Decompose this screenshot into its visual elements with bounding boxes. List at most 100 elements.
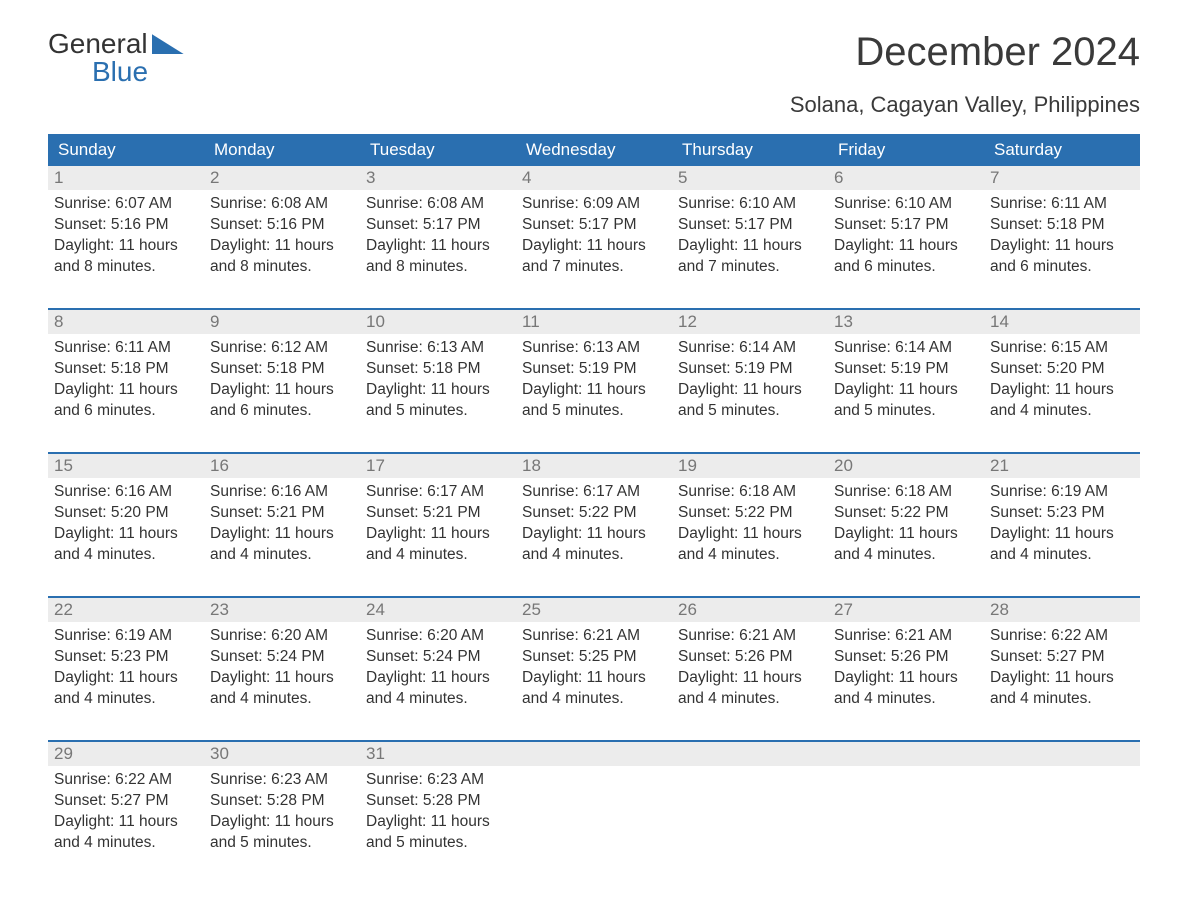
sunrise-text: Sunrise: 6:15 AM (990, 338, 1130, 359)
sunset-text: Sunset: 5:28 PM (210, 791, 350, 812)
daylight-text-1: Daylight: 11 hours (678, 668, 818, 689)
daylight-text-1: Daylight: 11 hours (54, 236, 194, 257)
sunset-text: Sunset: 5:26 PM (834, 647, 974, 668)
day-cell: Sunrise: 6:08 AMSunset: 5:16 PMDaylight:… (204, 190, 360, 290)
logo-text-blue: Blue (48, 58, 184, 86)
sunrise-text: Sunrise: 6:12 AM (210, 338, 350, 359)
day-cell: Sunrise: 6:14 AMSunset: 5:19 PMDaylight:… (828, 334, 984, 434)
day-number: 23 (204, 598, 360, 622)
sunrise-text: Sunrise: 6:08 AM (366, 194, 506, 215)
sunset-text: Sunset: 5:17 PM (678, 215, 818, 236)
week-row: 15161718192021Sunrise: 6:16 AMSunset: 5:… (48, 452, 1140, 578)
daylight-text-2: and 5 minutes. (834, 401, 974, 422)
daylight-text-2: and 4 minutes. (54, 545, 194, 566)
day-number: 14 (984, 310, 1140, 334)
sunset-text: Sunset: 5:23 PM (54, 647, 194, 668)
daylight-text-2: and 8 minutes. (54, 257, 194, 278)
sunset-text: Sunset: 5:16 PM (54, 215, 194, 236)
daylight-text-1: Daylight: 11 hours (522, 668, 662, 689)
weeks-container: 1234567Sunrise: 6:07 AMSunset: 5:16 PMDa… (48, 166, 1140, 866)
daylight-text-1: Daylight: 11 hours (54, 668, 194, 689)
daylight-text-1: Daylight: 11 hours (834, 524, 974, 545)
daylight-text-1: Daylight: 11 hours (834, 236, 974, 257)
day-header: Tuesday (360, 134, 516, 166)
day-cell: Sunrise: 6:12 AMSunset: 5:18 PMDaylight:… (204, 334, 360, 434)
daylight-text-1: Daylight: 11 hours (54, 524, 194, 545)
day-cell: Sunrise: 6:13 AMSunset: 5:19 PMDaylight:… (516, 334, 672, 434)
sunrise-text: Sunrise: 6:23 AM (366, 770, 506, 791)
daylight-text-1: Daylight: 11 hours (210, 812, 350, 833)
sunrise-text: Sunrise: 6:19 AM (54, 626, 194, 647)
daylight-text-1: Daylight: 11 hours (990, 380, 1130, 401)
day-cell: Sunrise: 6:09 AMSunset: 5:17 PMDaylight:… (516, 190, 672, 290)
sunrise-text: Sunrise: 6:11 AM (990, 194, 1130, 215)
calendar: SundayMondayTuesdayWednesdayThursdayFrid… (48, 134, 1140, 866)
sunrise-text: Sunrise: 6:14 AM (834, 338, 974, 359)
sunrise-text: Sunrise: 6:20 AM (366, 626, 506, 647)
sunset-text: Sunset: 5:17 PM (366, 215, 506, 236)
daylight-text-1: Daylight: 11 hours (678, 380, 818, 401)
day-cell: Sunrise: 6:08 AMSunset: 5:17 PMDaylight:… (360, 190, 516, 290)
sunset-text: Sunset: 5:19 PM (834, 359, 974, 380)
daylight-text-2: and 5 minutes. (522, 401, 662, 422)
sunset-text: Sunset: 5:22 PM (522, 503, 662, 524)
day-cell: Sunrise: 6:23 AMSunset: 5:28 PMDaylight:… (360, 766, 516, 866)
day-number: 15 (48, 454, 204, 478)
day-header-row: SundayMondayTuesdayWednesdayThursdayFrid… (48, 134, 1140, 166)
sunset-text: Sunset: 5:18 PM (366, 359, 506, 380)
daylight-text-2: and 4 minutes. (54, 689, 194, 710)
daylight-text-1: Daylight: 11 hours (210, 524, 350, 545)
day-cell: Sunrise: 6:13 AMSunset: 5:18 PMDaylight:… (360, 334, 516, 434)
day-number: 29 (48, 742, 204, 766)
week-row: 891011121314Sunrise: 6:11 AMSunset: 5:18… (48, 308, 1140, 434)
daylight-text-1: Daylight: 11 hours (210, 668, 350, 689)
daylight-text-2: and 5 minutes. (678, 401, 818, 422)
daylight-text-1: Daylight: 11 hours (366, 524, 506, 545)
daylight-text-1: Daylight: 11 hours (210, 236, 350, 257)
sunrise-text: Sunrise: 6:16 AM (54, 482, 194, 503)
day-number: 1 (48, 166, 204, 190)
sunset-text: Sunset: 5:24 PM (366, 647, 506, 668)
daylight-text-2: and 4 minutes. (210, 545, 350, 566)
daylight-text-1: Daylight: 11 hours (678, 236, 818, 257)
day-cell: Sunrise: 6:19 AMSunset: 5:23 PMDaylight:… (984, 478, 1140, 578)
sunset-text: Sunset: 5:21 PM (366, 503, 506, 524)
day-cell (828, 766, 984, 866)
sunrise-text: Sunrise: 6:19 AM (990, 482, 1130, 503)
day-number: 28 (984, 598, 1140, 622)
day-number: 24 (360, 598, 516, 622)
daylight-text-1: Daylight: 11 hours (522, 524, 662, 545)
sunrise-text: Sunrise: 6:13 AM (522, 338, 662, 359)
sunset-text: Sunset: 5:18 PM (210, 359, 350, 380)
sunset-text: Sunset: 5:25 PM (522, 647, 662, 668)
day-cell: Sunrise: 6:23 AMSunset: 5:28 PMDaylight:… (204, 766, 360, 866)
day-number (672, 742, 828, 766)
daylight-text-1: Daylight: 11 hours (834, 380, 974, 401)
day-cell: Sunrise: 6:14 AMSunset: 5:19 PMDaylight:… (672, 334, 828, 434)
sunrise-text: Sunrise: 6:10 AM (678, 194, 818, 215)
sunrise-text: Sunrise: 6:13 AM (366, 338, 506, 359)
day-number: 10 (360, 310, 516, 334)
sunset-text: Sunset: 5:17 PM (522, 215, 662, 236)
day-header: Sunday (48, 134, 204, 166)
day-header: Thursday (672, 134, 828, 166)
day-number: 5 (672, 166, 828, 190)
daylight-text-1: Daylight: 11 hours (990, 668, 1130, 689)
daylight-text-2: and 4 minutes. (522, 689, 662, 710)
day-cell: Sunrise: 6:11 AMSunset: 5:18 PMDaylight:… (984, 190, 1140, 290)
day-cell: Sunrise: 6:17 AMSunset: 5:22 PMDaylight:… (516, 478, 672, 578)
day-cell: Sunrise: 6:18 AMSunset: 5:22 PMDaylight:… (672, 478, 828, 578)
sunset-text: Sunset: 5:18 PM (54, 359, 194, 380)
day-number: 21 (984, 454, 1140, 478)
day-cell: Sunrise: 6:21 AMSunset: 5:26 PMDaylight:… (828, 622, 984, 722)
daynum-row: 293031 (48, 742, 1140, 766)
day-cell: Sunrise: 6:21 AMSunset: 5:25 PMDaylight:… (516, 622, 672, 722)
sunrise-text: Sunrise: 6:14 AM (678, 338, 818, 359)
daylight-text-2: and 4 minutes. (678, 545, 818, 566)
day-cell: Sunrise: 6:18 AMSunset: 5:22 PMDaylight:… (828, 478, 984, 578)
day-number (984, 742, 1140, 766)
day-cell: Sunrise: 6:19 AMSunset: 5:23 PMDaylight:… (48, 622, 204, 722)
sunset-text: Sunset: 5:20 PM (54, 503, 194, 524)
sunset-text: Sunset: 5:28 PM (366, 791, 506, 812)
sunrise-text: Sunrise: 6:16 AM (210, 482, 350, 503)
